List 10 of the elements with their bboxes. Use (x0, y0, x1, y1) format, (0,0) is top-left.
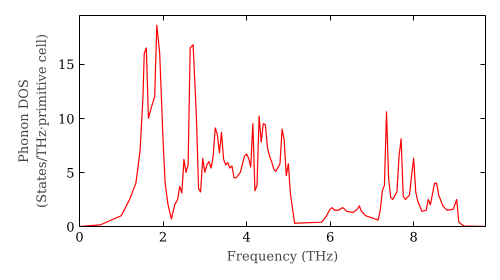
y-tick-label: 10 (58, 112, 75, 128)
x-tick-label: 2 (158, 230, 168, 246)
y-axis-title: Phonon DOS (States/THz·primitive cell) (16, 34, 50, 208)
x-axis-title: Frequency (THz) (226, 250, 338, 264)
x-tick-label: 6 (326, 230, 334, 246)
x-tick-label: 4 (242, 230, 251, 246)
x-tick-label: 8 (410, 230, 418, 246)
y-tick-label: 0 (66, 220, 75, 236)
y-tick-label: 5 (66, 166, 75, 182)
y-tick-label: 15 (58, 58, 75, 74)
